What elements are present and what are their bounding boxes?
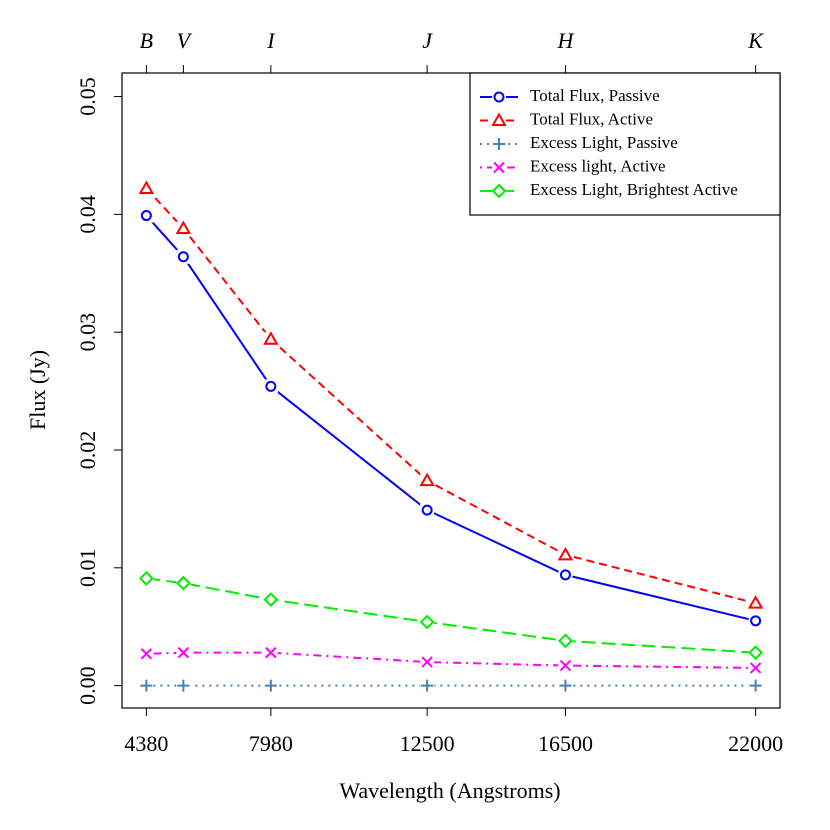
point bbox=[421, 656, 433, 668]
point bbox=[175, 575, 191, 591]
series-line bbox=[145, 214, 756, 622]
x2-tick-label: B bbox=[140, 28, 153, 53]
legend-label: Total Flux, Active bbox=[530, 109, 653, 128]
point bbox=[177, 251, 189, 263]
legend-marker bbox=[493, 138, 505, 150]
point bbox=[264, 679, 277, 692]
x2-tick-label: V bbox=[177, 28, 193, 53]
legend-marker bbox=[491, 112, 507, 126]
legend-label: Excess light, Active bbox=[530, 156, 666, 175]
point bbox=[265, 646, 277, 659]
x2-tick-label: H bbox=[557, 28, 575, 53]
point bbox=[419, 472, 435, 487]
plot-frame bbox=[121, 72, 781, 709]
point bbox=[140, 210, 152, 222]
point bbox=[177, 646, 190, 659]
y-tick-label: 0.03 bbox=[75, 313, 100, 352]
point bbox=[421, 679, 434, 692]
point bbox=[558, 633, 573, 649]
legend-label: Excess Light, Brightest Active bbox=[530, 180, 738, 199]
series-line bbox=[145, 187, 756, 605]
point bbox=[750, 615, 762, 627]
point bbox=[263, 592, 279, 608]
legend-marker bbox=[491, 183, 507, 199]
legend-label: Total Flux, Passive bbox=[530, 86, 660, 105]
y-tick-label: 0.00 bbox=[75, 666, 100, 705]
y-axis-label: Flux (Jy) bbox=[25, 350, 50, 430]
x-tick-label: 16500 bbox=[538, 731, 593, 756]
y-tick-label: 0.04 bbox=[75, 195, 100, 234]
point bbox=[747, 595, 764, 609]
x-tick-label: 7980 bbox=[249, 731, 293, 756]
point bbox=[748, 645, 764, 661]
point bbox=[749, 679, 762, 692]
legend-label: Excess Light, Passive bbox=[530, 133, 678, 152]
point bbox=[421, 504, 433, 516]
x-tick-label: 4380 bbox=[124, 731, 168, 756]
y-tick-label: 0.05 bbox=[75, 77, 100, 116]
series-line bbox=[146, 651, 756, 669]
series-line bbox=[146, 577, 756, 654]
point bbox=[557, 546, 574, 561]
point bbox=[559, 569, 571, 581]
legend-marker bbox=[493, 161, 505, 174]
point bbox=[138, 570, 154, 586]
point bbox=[177, 679, 190, 692]
legend: Total Flux, Passive Total Flux, Active Exc… bbox=[469, 72, 781, 216]
x2-tick-label: K bbox=[747, 28, 764, 53]
x2-tick-label: I bbox=[266, 28, 276, 53]
point bbox=[263, 331, 279, 345]
point bbox=[559, 659, 572, 672]
point bbox=[419, 614, 435, 630]
x-tick-label: 12500 bbox=[400, 731, 455, 756]
point bbox=[749, 662, 762, 674]
y-tick-label: 0.01 bbox=[75, 549, 100, 588]
point bbox=[140, 679, 153, 692]
point bbox=[265, 380, 277, 392]
x2-tick-label: J bbox=[422, 28, 433, 53]
point bbox=[140, 648, 153, 660]
legend-marker bbox=[493, 91, 505, 103]
x-tick-label: 22000 bbox=[728, 731, 783, 756]
legend-box bbox=[469, 72, 781, 216]
point bbox=[175, 220, 192, 235]
point bbox=[138, 180, 155, 194]
x-axis-label: Wavelength (Angstroms) bbox=[339, 778, 560, 803]
y-tick-label: 0.02 bbox=[75, 431, 100, 470]
point bbox=[559, 679, 572, 692]
